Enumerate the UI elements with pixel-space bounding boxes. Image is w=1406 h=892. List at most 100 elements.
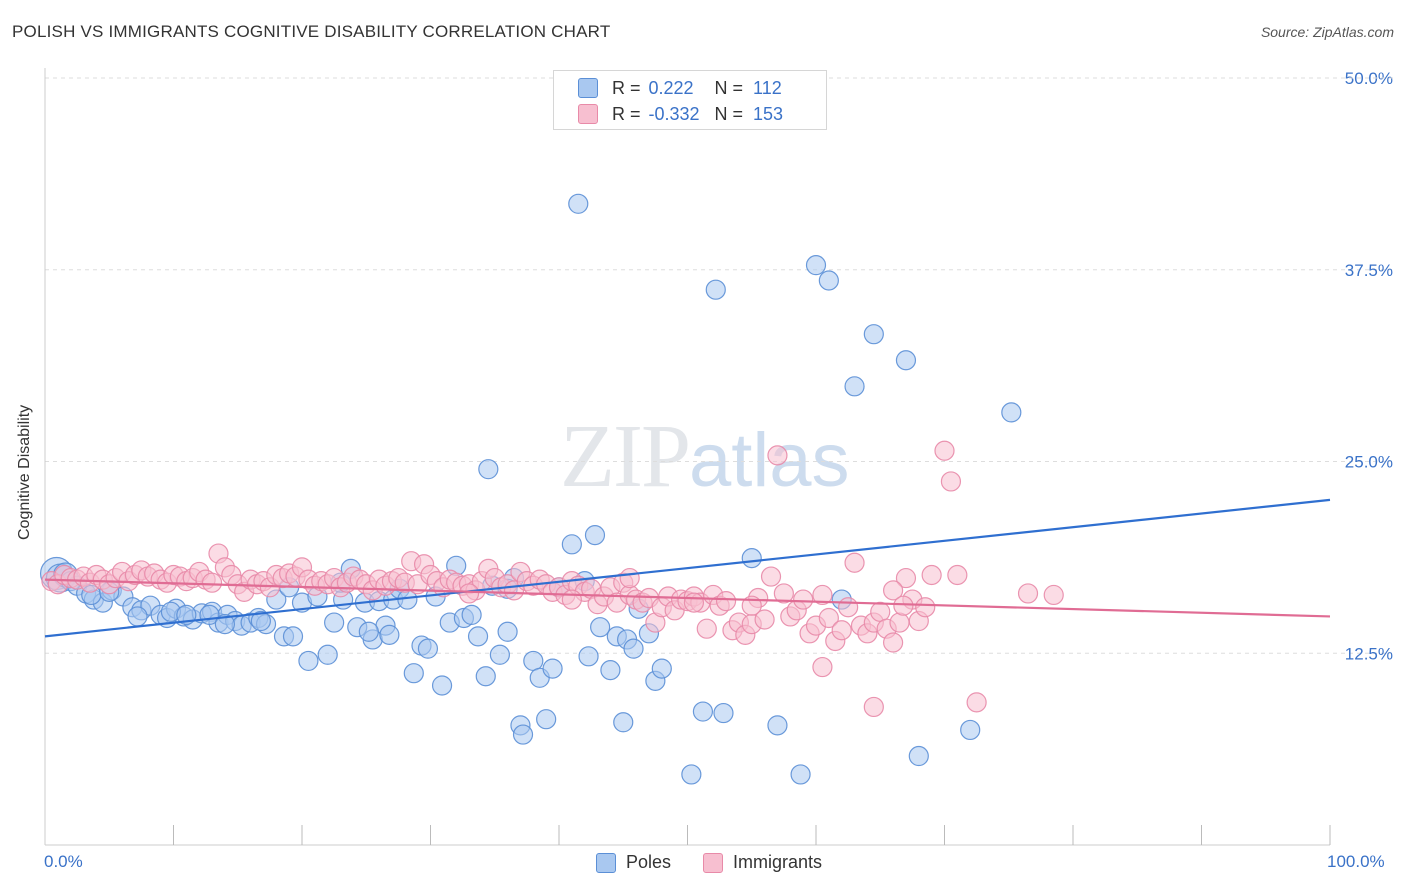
poles-point bbox=[1001, 402, 1022, 423]
poles-point bbox=[403, 663, 424, 684]
poles-point bbox=[358, 621, 379, 642]
immigrants-point bbox=[863, 696, 884, 718]
watermark-zip: ZIP bbox=[560, 407, 691, 506]
poles-point bbox=[790, 764, 811, 785]
immigrants-point bbox=[818, 607, 839, 629]
immigrants-point bbox=[619, 567, 640, 589]
immigrants-point bbox=[683, 592, 705, 613]
legend-r-value: 0.222 bbox=[648, 77, 694, 98]
immigrants-point bbox=[773, 583, 794, 604]
y-tick-label: 37.5% bbox=[1345, 261, 1393, 280]
immigrants-legend-label: Immigrants bbox=[733, 852, 823, 872]
poles-point bbox=[417, 638, 439, 659]
immigrants-point bbox=[870, 601, 891, 622]
legend-r-value: -0.332 bbox=[648, 103, 700, 124]
immigrants-point bbox=[940, 471, 962, 492]
poles-point bbox=[584, 525, 606, 546]
poles-legend-swatch bbox=[596, 852, 616, 873]
immigrants-point bbox=[760, 566, 782, 587]
poles-point bbox=[176, 604, 197, 626]
immigrants-point bbox=[754, 609, 775, 630]
series-legend: Poles Immigrants bbox=[596, 852, 854, 873]
series-legend-immigrants[interactable]: Immigrants bbox=[703, 852, 822, 873]
poles-point bbox=[863, 324, 884, 345]
immigrants-point bbox=[844, 552, 865, 573]
poles-point bbox=[478, 459, 499, 480]
poles-point bbox=[324, 612, 345, 633]
poles-point bbox=[568, 193, 589, 214]
immigrants-point bbox=[966, 692, 987, 713]
poles-point bbox=[713, 702, 734, 724]
poles-point bbox=[651, 658, 672, 679]
poles-point bbox=[317, 644, 338, 665]
immigrants-point bbox=[767, 445, 788, 466]
poles-point bbox=[767, 715, 788, 736]
chart-title: POLISH VS IMMIGRANTS COGNITIVE DISABILIT… bbox=[12, 22, 611, 41]
legend-r-label: R = bbox=[612, 103, 641, 124]
legend-row-immigrants: R = -0.332 N = 153 bbox=[578, 103, 819, 125]
poles-point bbox=[692, 701, 714, 722]
poles-point bbox=[561, 534, 582, 555]
immigrants-trend-line bbox=[44, 578, 1331, 618]
poles-point bbox=[489, 644, 510, 665]
poles-point bbox=[705, 279, 726, 300]
immigrants-point bbox=[889, 612, 910, 633]
poles-point bbox=[960, 719, 981, 741]
legend-n-label: N = bbox=[714, 103, 744, 124]
watermark: ZIPatlas bbox=[560, 405, 850, 508]
immigrants-legend-swatch bbox=[703, 852, 724, 873]
x-tick-max: 100.0% bbox=[1327, 852, 1385, 871]
x-tick-min: 0.0% bbox=[44, 852, 83, 871]
legend-r-label: R = bbox=[612, 77, 641, 98]
immigrants-point bbox=[1043, 584, 1064, 606]
poles-point bbox=[844, 376, 865, 397]
series-legend-poles[interactable]: Poles bbox=[596, 852, 671, 873]
poles-point bbox=[542, 658, 563, 679]
poles-point bbox=[431, 675, 453, 696]
stats-legend: R = 0.222 N = 112 R = -0.332 N = 153 bbox=[553, 70, 827, 130]
immigrants-point bbox=[793, 589, 814, 610]
immigrants-point bbox=[882, 632, 904, 653]
y-tick-label: 12.5% bbox=[1345, 644, 1393, 663]
poles-point bbox=[461, 604, 482, 626]
poles-point bbox=[250, 610, 271, 632]
legend-n-value: 112 bbox=[753, 77, 782, 98]
poles-point bbox=[127, 606, 148, 627]
immigrants-point bbox=[696, 618, 717, 639]
poles-point bbox=[613, 712, 634, 733]
legend-n-label: N = bbox=[714, 77, 744, 98]
poles-point bbox=[623, 638, 644, 659]
immigrants-point bbox=[715, 590, 737, 612]
immigrants-point bbox=[882, 580, 904, 601]
poles-swatch bbox=[578, 78, 598, 98]
poles-point bbox=[908, 745, 929, 767]
poles-point bbox=[467, 626, 489, 647]
poles-point bbox=[741, 548, 762, 569]
immigrants-point bbox=[561, 589, 582, 610]
immigrants-swatch bbox=[578, 104, 598, 124]
y-tick-label: 25.0% bbox=[1345, 453, 1393, 472]
poles-point bbox=[497, 621, 518, 642]
poles-trend-line bbox=[44, 498, 1331, 638]
immigrants-point bbox=[831, 620, 852, 641]
immigrants-point bbox=[895, 567, 917, 589]
poles-point bbox=[681, 764, 702, 785]
immigrants-point bbox=[838, 597, 859, 618]
legend-row-poles: R = 0.222 N = 112 bbox=[578, 77, 819, 99]
poles-point bbox=[298, 650, 319, 672]
poles-point bbox=[600, 660, 621, 681]
immigrants-point bbox=[1017, 583, 1039, 604]
poles-point bbox=[818, 270, 839, 291]
immigrants-point bbox=[812, 656, 833, 678]
poles-point bbox=[895, 350, 917, 371]
immigrants-point bbox=[921, 564, 942, 586]
poles-point bbox=[512, 724, 534, 745]
poles-point bbox=[590, 617, 611, 638]
poles-point bbox=[805, 255, 827, 276]
poles-point bbox=[475, 666, 496, 687]
immigrants-point bbox=[915, 597, 936, 618]
legend-n-value: 153 bbox=[753, 103, 784, 124]
poles-point bbox=[536, 709, 557, 730]
poles-point bbox=[379, 624, 400, 645]
